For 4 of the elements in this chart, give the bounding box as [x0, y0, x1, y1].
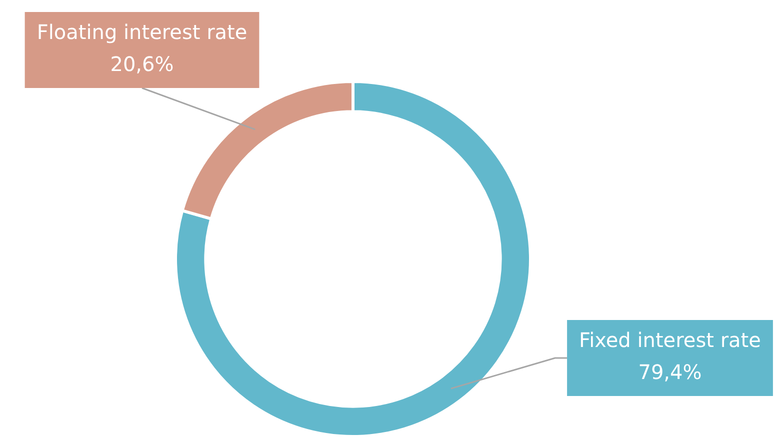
data-label: 20,6% [110, 52, 174, 76]
data-label: 79,4% [638, 360, 702, 384]
slice-label: Fixed interest rate [579, 328, 761, 352]
slice-label: Floating interest rate [36, 20, 248, 44]
